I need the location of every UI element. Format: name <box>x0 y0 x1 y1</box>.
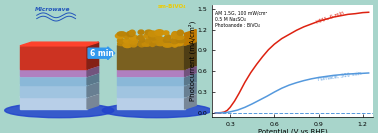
Ellipse shape <box>130 35 137 40</box>
Polygon shape <box>20 93 99 97</box>
Polygon shape <box>20 42 99 46</box>
Ellipse shape <box>177 30 183 35</box>
Polygon shape <box>20 73 99 76</box>
Bar <box>118 85 184 97</box>
Ellipse shape <box>174 41 183 46</box>
Polygon shape <box>87 65 99 76</box>
Polygon shape <box>184 41 196 69</box>
Text: 6 min: 6 min <box>90 49 114 58</box>
Ellipse shape <box>129 39 138 44</box>
Ellipse shape <box>137 36 144 40</box>
Bar <box>20 76 87 85</box>
Bar <box>20 97 87 109</box>
Polygon shape <box>118 41 196 45</box>
Bar <box>20 85 87 97</box>
Bar <box>118 45 184 69</box>
Bar <box>20 46 87 69</box>
Ellipse shape <box>171 38 178 44</box>
Polygon shape <box>118 65 196 69</box>
Polygon shape <box>184 81 196 97</box>
Ellipse shape <box>142 42 151 46</box>
Y-axis label: Photocurrent (mA/cm²): Photocurrent (mA/cm²) <box>189 21 196 101</box>
Bar <box>118 97 184 109</box>
Bar <box>118 76 184 85</box>
Ellipse shape <box>148 31 157 37</box>
Polygon shape <box>118 73 196 76</box>
Ellipse shape <box>129 30 135 35</box>
Ellipse shape <box>156 35 161 40</box>
Ellipse shape <box>149 34 158 40</box>
Polygon shape <box>184 30 196 45</box>
Polygon shape <box>184 65 196 76</box>
Polygon shape <box>118 93 196 97</box>
Ellipse shape <box>146 39 151 43</box>
X-axis label: Potential (V vs RHE): Potential (V vs RHE) <box>258 128 328 133</box>
Ellipse shape <box>118 42 125 46</box>
Ellipse shape <box>115 33 124 38</box>
Polygon shape <box>118 81 196 85</box>
Ellipse shape <box>150 42 155 47</box>
Text: AM 1.5G, 100 mW/cm²
0.5 M Na₂SO₄
Photoanode : BiVO₄: AM 1.5G, 100 mW/cm² 0.5 M Na₂SO₄ Photoan… <box>215 10 268 28</box>
Ellipse shape <box>145 30 153 35</box>
Ellipse shape <box>138 42 145 47</box>
Text: Microwave: Microwave <box>35 7 70 12</box>
Ellipse shape <box>117 32 126 36</box>
Ellipse shape <box>172 41 178 47</box>
Ellipse shape <box>131 43 136 47</box>
Bar <box>118 69 184 76</box>
Text: sm-BiVO₄: sm-BiVO₄ <box>158 4 186 9</box>
Ellipse shape <box>164 35 171 41</box>
Text: HMA, 6 min: HMA, 6 min <box>316 10 345 25</box>
FancyArrow shape <box>88 47 115 60</box>
Polygon shape <box>184 73 196 85</box>
Ellipse shape <box>158 37 166 43</box>
Ellipse shape <box>155 30 164 35</box>
Polygon shape <box>184 93 196 109</box>
Polygon shape <box>87 81 99 97</box>
Ellipse shape <box>139 38 144 42</box>
Ellipse shape <box>127 31 134 37</box>
Bar <box>20 69 87 76</box>
Ellipse shape <box>157 42 164 46</box>
Ellipse shape <box>5 103 114 118</box>
Ellipse shape <box>123 43 132 48</box>
Ellipse shape <box>102 103 211 118</box>
Polygon shape <box>87 42 99 69</box>
Ellipse shape <box>138 30 144 34</box>
Polygon shape <box>20 65 99 69</box>
Ellipse shape <box>144 34 150 38</box>
Polygon shape <box>87 73 99 85</box>
Ellipse shape <box>163 43 172 47</box>
Ellipse shape <box>152 37 160 43</box>
Ellipse shape <box>163 31 169 35</box>
Ellipse shape <box>118 38 124 43</box>
Ellipse shape <box>172 32 178 36</box>
Ellipse shape <box>123 39 131 43</box>
Ellipse shape <box>171 33 178 38</box>
Ellipse shape <box>177 39 185 43</box>
Ellipse shape <box>163 39 170 42</box>
Polygon shape <box>87 93 99 109</box>
Polygon shape <box>20 81 99 85</box>
Ellipse shape <box>175 35 184 40</box>
Text: Furnace, 300 min: Furnace, 300 min <box>317 71 361 82</box>
Ellipse shape <box>124 33 130 39</box>
